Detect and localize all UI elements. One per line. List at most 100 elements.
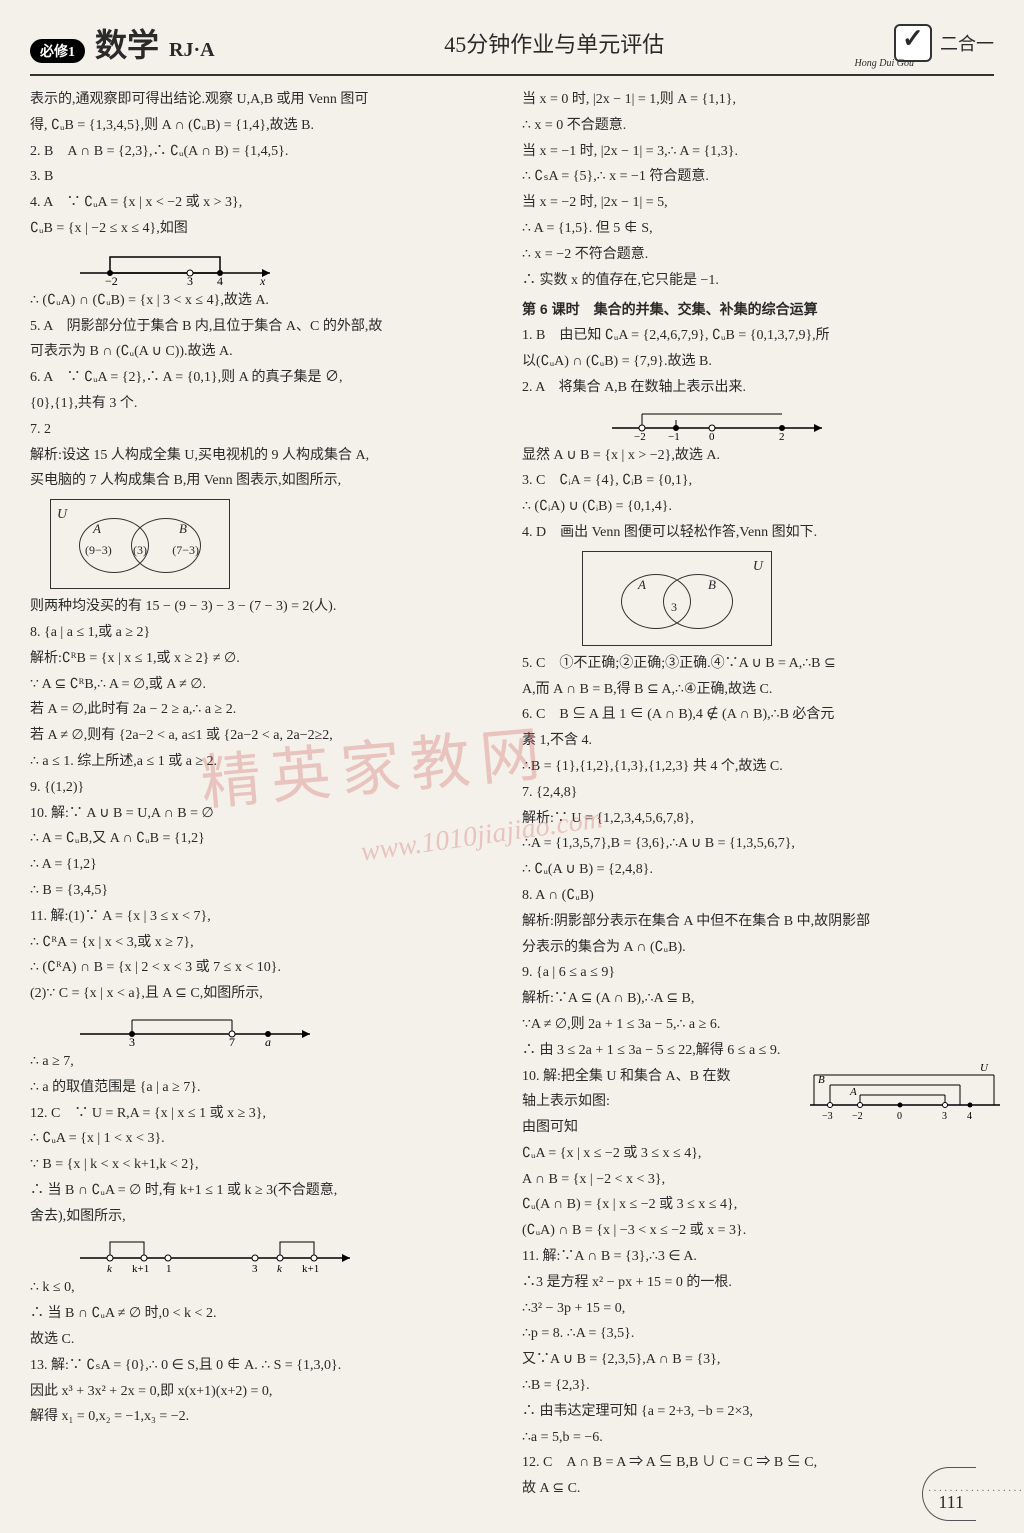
text-line: 得, ∁ᵤB = {1,3,4,5},则 A ∩ (∁ᵤB) = {1,4},故… [30, 114, 502, 138]
text-line: 10. 解:∵ A ∪ B = U,A ∩ B = ∅ [30, 802, 502, 826]
text-line: ∴ A = {1,5}. 但 5 ∉ S, [522, 217, 994, 241]
text-line: ∵A ≠ ∅,则 2a + 1 ≤ 3a − 5,∴ a ≥ 6. [522, 1013, 994, 1037]
text-line: ∴a = 5,b = −6. [522, 1426, 994, 1450]
venn-u-label: U [57, 503, 67, 527]
text-line: 4. D 画出 Venn 图便可以轻松作答,Venn 图如下. [522, 521, 994, 545]
text-line: 5. A 阴影部分位于集合 B 内,且位于集合 A、C 的外部,故 [30, 315, 502, 339]
text-line: 2. A 将集合 A,B 在数轴上表示出来. [522, 376, 994, 400]
text-line: 买电脑的 7 人构成集合 B,用 Venn 图表示,如图所示, [30, 469, 502, 493]
header-left: 必修1 数学 RJ·A [30, 20, 215, 66]
venn-a-label: A [638, 574, 646, 596]
text-line: 11. 解:∵A ∩ B = {3},∴3 ∈ A. [522, 1245, 994, 1269]
text-line: 解析:设这 15 人构成全集 U,买电视机的 9 人构成集合 A, [30, 444, 502, 468]
text-line: 2. B A ∩ B = {2,3},∴ ∁ᵤ(A ∩ B) = {1,4,5}… [30, 140, 502, 164]
text-line: 12. C A ∩ B = A ⇒ A ⊆ B,B ∪ C = C ⇒ B ⊆ … [522, 1451, 994, 1475]
svg-text:1: 1 [166, 1263, 172, 1272]
text-line: A,而 A ∩ B = B,得 B ⊆ A,∴④正确,故选 C. [522, 678, 994, 702]
svg-text:−2: −2 [105, 274, 118, 285]
number-line-5: U B A −3 −2 0 3 4 [810, 1061, 1000, 1127]
text-line: 5. C ①不正确;②正确;③正确.④∵A ∪ B = A,∴B ⊆ [522, 652, 994, 676]
text-line: 解析:∵A ⊆ (A ∩ B),∴A ⊆ B, [522, 987, 994, 1011]
arc-caption: Hong Dui Gou [855, 58, 914, 69]
header-title: 45分钟作业与单元评估 [444, 27, 664, 59]
text-line: ∴ ∁ₛA = {5},∴ x = −1 符合题意. [522, 165, 994, 189]
text-line: 分表示的集合为 A ∩ (∁ᵤB). [522, 936, 994, 960]
text-line: 12. C ∵ U = R,A = {x | x ≤ 1 或 x ≥ 3}, [30, 1102, 502, 1126]
text-line: 4. A ∵ ∁ᵤA = {x | x < −2 或 x > 3}, [30, 191, 502, 215]
content-columns: 表示的,通观察即可得出结论.观察 U,A,B 或用 Venn 图可 得, ∁ᵤB… [30, 88, 994, 1503]
svg-text:B: B [818, 1074, 825, 1086]
text-line: 当 x = 0 时, |2x − 1| = 1,则 A = {1,1}, [522, 88, 994, 112]
book-badge: 必修1 [30, 39, 85, 63]
text-line: 当 x = −1 时, |2x − 1| = 3,∴ A = {1,3}. [522, 140, 994, 164]
text-line: 1. B 由已知 ∁ᵤA = {2,4,6,7,9}, ∁ᵤB = {0,1,3… [522, 324, 994, 348]
text-line: A ∩ B = {x | −2 < x < 3}, [522, 1168, 994, 1192]
text-line: 若 A = ∅,此时有 2a − 2 ≥ a,∴ a ≥ 2. [30, 698, 502, 722]
text-line: ∴3 是方程 x² − px + 15 = 0 的一根. [522, 1271, 994, 1295]
text-line: 11. 解:(1)∵ A = {x | 3 ≤ x < 7}, [30, 905, 502, 929]
svg-text:−3: −3 [822, 1111, 833, 1122]
text-line: ∁ᵤB = {x | −2 ≤ x ≤ 4},如图 [30, 217, 502, 241]
text-line: ∴ (∁ᵤA) ∩ (∁ᵤB) = {x | 3 < x ≤ 4},故选 A. [30, 289, 502, 313]
svg-text:k+1: k+1 [302, 1263, 319, 1272]
text-line: 因此 x³ + 3x² + 2x = 0,即 x(x+1)(x+2) = 0, [30, 1380, 502, 1404]
text-line: ∴B = {1},{1,2},{1,3},{1,2,3} 共 4 个,故选 C. [522, 755, 994, 779]
number-line-3: k k+1 1 3 k k+1 [70, 1232, 370, 1272]
number-line-2: 3 7 a [70, 1010, 330, 1046]
text-line: ∁ᵤA = {x | x ≤ −2 或 3 ≤ x ≤ 4}, [522, 1142, 994, 1166]
text-line: ∴ ∁ᵤ(A ∪ B) = {2,4,8}. [522, 858, 994, 882]
svg-text:3: 3 [252, 1263, 258, 1272]
text-line: (∁ᵤA) ∩ B = {x | −3 < x ≤ −2 或 x = 3}. [522, 1219, 994, 1243]
right-column: 当 x = 0 时, |2x − 1| = 1,则 A = {1,1}, ∴ x… [522, 88, 994, 1503]
text-line: ∴ 由 3 ≤ 2a + 1 ≤ 3a − 5 ≤ 22,解得 6 ≤ a ≤ … [522, 1039, 994, 1063]
text-line: 表示的,通观察即可得出结论.观察 U,A,B 或用 Venn 图可 [30, 88, 502, 112]
text-line: 9. {(1,2)} [30, 776, 502, 800]
text-line: (2)∵ C = {x | x < a},且 A ⊆ C,如图所示, [30, 982, 502, 1006]
section-6-title: 第 6 课时 集合的并集、交集、补集的综合运算 [522, 298, 994, 322]
text-line: 3. B [30, 165, 502, 189]
text-line: 故选 C. [30, 1328, 502, 1352]
text-line: ∴ x = −2 不符合题意. [522, 243, 994, 267]
svg-text:3: 3 [942, 1111, 947, 1122]
text-line: 解析:∵ U = {1,2,3,4,5,6,7,8}, [522, 807, 994, 831]
text-line: ∴ A = ∁ᵤB,又 A ∩ ∁ᵤB = {1,2} [30, 827, 502, 851]
page-header: 必修1 数学 RJ·A 45分钟作业与单元评估 二合一 [30, 20, 994, 76]
svg-text:k: k [107, 1263, 113, 1272]
text-line: 3. C ∁ᵢA = {4}, ∁ᵢB = {0,1}, [522, 469, 994, 493]
svg-text:A: A [849, 1086, 857, 1098]
text-line: ∴ 由韦达定理可知 {a = 2+3, −b = 2×3, [522, 1400, 994, 1424]
text-line: ∴ 当 B ∩ ∁ᵤA ≠ ∅ 时,0 < k < 2. [30, 1302, 502, 1326]
text-line: ∴ ∁ᵤA = {x | 1 < x < 3}. [30, 1127, 502, 1151]
text-line: ∴3² − 3p + 15 = 0, [522, 1297, 994, 1321]
svg-text:0: 0 [709, 431, 715, 440]
text-line: ∴ a 的取值范围是 {a | a ≥ 7}. [30, 1076, 502, 1100]
text-line: ∴ k ≤ 0, [30, 1276, 502, 1300]
text-line: ∁ᵤ(A ∩ B) = {x | x ≤ −2 或 3 ≤ x ≤ 4}, [522, 1193, 994, 1217]
text-line: ∵ B = {x | k < x < k+1,k < 2}, [30, 1153, 502, 1177]
text-line: 可表示为 B ∩ (∁ᵤ(A ∪ C)).故选 A. [30, 340, 502, 364]
text-line: ∴A = {1,3,5,7},B = {3,6},∴A ∪ B = {1,3,5… [522, 832, 994, 856]
svg-text:0: 0 [897, 1111, 902, 1122]
text-line: ∴p = 8. ∴A = {3,5}. [522, 1322, 994, 1346]
text-line: 以(∁ᵤA) ∩ (∁ᵤB) = {7,9}.故选 B. [522, 350, 994, 374]
subject-label: 数学 [95, 20, 159, 66]
text-line: 显然 A ∪ B = {x | x > −2},故选 A. [522, 444, 994, 468]
svg-text:3: 3 [187, 274, 193, 285]
svg-text:a: a [265, 1035, 271, 1046]
text-line: 8. {a | a ≤ 1,或 a ≥ 2} [30, 621, 502, 645]
combo-label: 二合一 [940, 30, 994, 56]
text-line: ∴ a ≤ 1. 综上所述,a ≤ 1 或 a ≥ 2. [30, 750, 502, 774]
svg-text:2: 2 [779, 431, 785, 440]
text-line: ∴ x = 0 不合题意. [522, 114, 994, 138]
text-line: 素 1,不含 4. [522, 729, 994, 753]
text-line: 解析:阴影部分表示在集合 A 中但不在集合 B 中,故阴影部 [522, 910, 994, 934]
number-line-1: −2 3 4 x [70, 245, 290, 285]
text-line: 又∵A ∪ B = {2,3,5},A ∩ B = {3}, [522, 1348, 994, 1372]
left-column: 表示的,通观察即可得出结论.观察 U,A,B 或用 Venn 图可 得, ∁ᵤB… [30, 88, 502, 1503]
text-line: 当 x = −2 时, |2x − 1| = 5, [522, 191, 994, 215]
text-line: ∴ 实数 x 的值存在,它只能是 −1. [522, 269, 994, 293]
venn-val-m: (3) [133, 540, 147, 560]
svg-text:−1: −1 [668, 431, 680, 440]
text-line: ∴B = {2,3}. [522, 1374, 994, 1398]
venn-b-label: B [708, 574, 716, 596]
